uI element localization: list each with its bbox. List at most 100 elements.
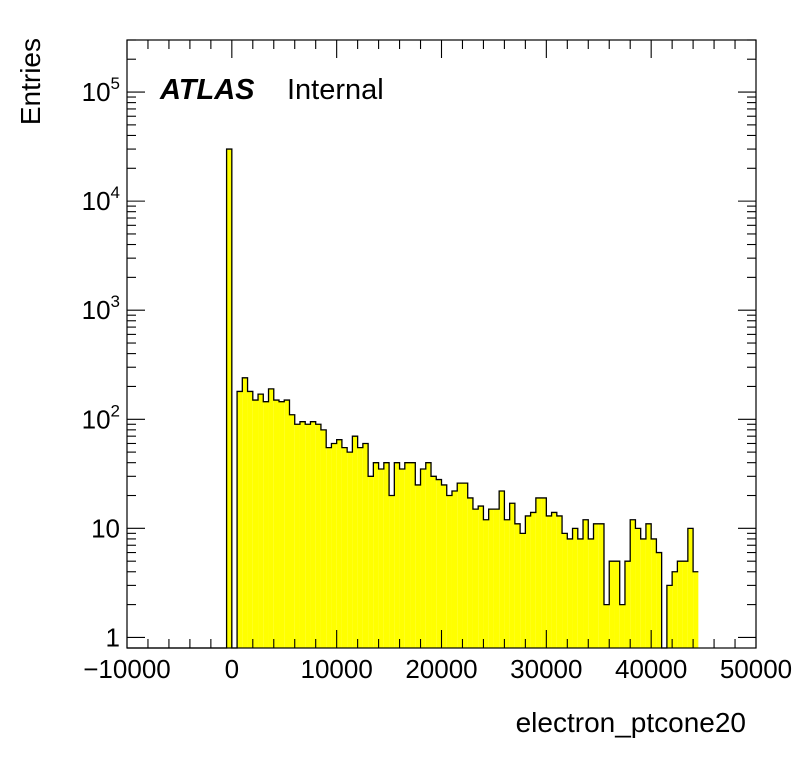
histogram-bar [341, 447, 348, 648]
histogram-bar [588, 538, 594, 648]
x-axis-title: electron_ptcone20 [516, 707, 746, 738]
histogram-bar [446, 495, 452, 648]
histogram-bar [268, 388, 274, 648]
histogram-bar [630, 519, 636, 648]
histogram-bar [331, 443, 337, 648]
histogram-bar [514, 523, 521, 648]
histogram-bar [315, 424, 321, 648]
y-axis-title: Entries [15, 38, 46, 125]
histogram-bar [525, 515, 531, 648]
histogram-bar [431, 476, 437, 648]
histogram-bar [226, 149, 232, 648]
histogram-bar [509, 503, 515, 648]
histogram-bar [347, 452, 353, 648]
histogram-bar [247, 391, 253, 648]
histogram-bar [284, 400, 290, 648]
histogram-bar [530, 512, 536, 648]
histogram-bar [326, 447, 332, 648]
histogram-bar [656, 552, 662, 648]
histogram-bar [436, 479, 442, 648]
x-tick-label: 50000 [720, 654, 792, 684]
histogram-bar [289, 414, 295, 648]
histogram-bar [483, 519, 489, 648]
histogram-bar [404, 462, 411, 648]
histogram-bar [645, 523, 652, 648]
histogram-bar [651, 538, 657, 648]
histogram-bar [504, 519, 510, 648]
histogram-bar [279, 401, 285, 648]
y-tick-label: 104 [82, 183, 120, 216]
x-tick-label: 20000 [405, 654, 477, 684]
histogram-bar [263, 401, 269, 648]
x-tick-labels: −10000 0 10000 20000 30000 40000 50000 [83, 654, 792, 684]
histogram-bar [640, 538, 646, 648]
histogram-bar [682, 561, 688, 648]
histogram-bar [593, 523, 599, 648]
x-tick-label: 30000 [510, 654, 582, 684]
histogram-bar [635, 528, 641, 648]
histogram-bar [467, 497, 473, 648]
histogram-bar [488, 509, 494, 648]
y-tick-labels: 1 10 102 103 104 105 [82, 74, 120, 652]
histogram-outline [127, 148, 699, 649]
histogram-bar [535, 497, 542, 648]
histogram-bar [541, 497, 547, 648]
histogram-bar [258, 394, 264, 648]
histogram-bar [237, 391, 243, 648]
histogram-bar [410, 462, 416, 648]
histogram-bar [551, 512, 557, 648]
x-tick-label: −10000 [83, 654, 170, 684]
y-tick-label: 10 [91, 513, 120, 543]
y-tick-label: 105 [82, 74, 120, 107]
histogram-bar [294, 424, 300, 648]
histogram-bar [677, 561, 683, 648]
status-label: Internal [287, 74, 384, 106]
histogram-bar [425, 462, 432, 648]
histogram-bar [389, 495, 395, 648]
histogram-bar [478, 506, 484, 648]
histogram-bar [357, 447, 363, 648]
histogram-bar [609, 561, 615, 648]
histogram-bar [562, 533, 568, 648]
histogram-bar [451, 491, 458, 648]
histogram-bar [273, 400, 280, 648]
histogram-bar [420, 469, 426, 648]
histogram-bar [603, 604, 610, 648]
histogram-bar [499, 491, 505, 648]
histogram-bar [614, 561, 620, 648]
histogram-bar [415, 484, 421, 648]
histogram-bar [462, 483, 468, 648]
histogram-bar [305, 424, 311, 648]
x-tick-label: 10000 [301, 654, 373, 684]
histogram-bar [572, 528, 578, 648]
histogram-bar [383, 462, 390, 648]
histogram-bar [493, 509, 500, 648]
histogram-bar [252, 400, 259, 648]
histogram-bar [619, 604, 625, 648]
histogram-bar [693, 571, 699, 648]
histogram-bar [352, 436, 358, 648]
histogram-bar [546, 515, 552, 648]
atlas-label: ATLAS [159, 74, 255, 106]
histogram-bar [368, 476, 374, 648]
histogram-bar [666, 585, 673, 648]
histogram-bar [242, 377, 248, 648]
histogram-bar [441, 484, 447, 648]
plot-border [126, 39, 757, 649]
histogram-bar [577, 538, 584, 648]
histogram-bar [567, 538, 573, 648]
y-tick-label: 103 [82, 292, 120, 325]
histogram-bar [336, 439, 342, 648]
histogram-bar [378, 469, 384, 648]
histogram-bars [127, 148, 699, 649]
histogram-bar [556, 515, 563, 648]
x-tick-label: 0 [225, 654, 239, 684]
histogram-bar [457, 483, 463, 648]
histogram-bar [362, 443, 369, 648]
x-tick-label: 40000 [615, 654, 687, 684]
histogram-bar [472, 509, 479, 648]
histogram-bar [394, 462, 400, 648]
y-tick-label: 1 [106, 622, 120, 652]
histogram-bar [687, 528, 694, 648]
